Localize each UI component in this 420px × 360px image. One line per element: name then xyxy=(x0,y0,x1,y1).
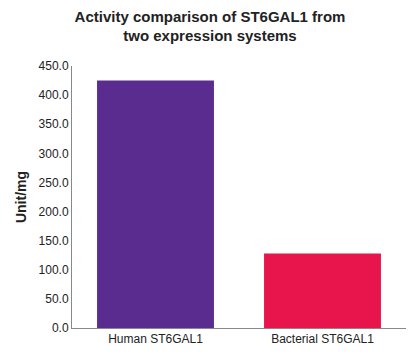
svg-text:400.0: 400.0 xyxy=(39,88,69,102)
svg-text:Activity comparison of ST6GAL1: Activity comparison of ST6GAL1 fromtwo e… xyxy=(75,8,346,45)
svg-text:50.0: 50.0 xyxy=(45,292,69,306)
svg-text:250.0: 250.0 xyxy=(39,176,69,190)
svg-text:300.0: 300.0 xyxy=(39,147,69,161)
svg-text:Human ST6GAL1: Human ST6GAL1 xyxy=(108,332,203,346)
svg-text:Unit/mg: Unit/mg xyxy=(13,171,29,223)
svg-text:150.0: 150.0 xyxy=(39,234,69,248)
svg-text:100.0: 100.0 xyxy=(39,263,69,277)
svg-text:350.0: 350.0 xyxy=(39,117,69,131)
svg-text:450.0: 450.0 xyxy=(39,59,69,73)
svg-text:0.0: 0.0 xyxy=(52,321,69,335)
svg-text:200.0: 200.0 xyxy=(39,205,69,219)
svg-text:Bacterial ST6GAL1: Bacterial ST6GAL1 xyxy=(271,332,374,346)
